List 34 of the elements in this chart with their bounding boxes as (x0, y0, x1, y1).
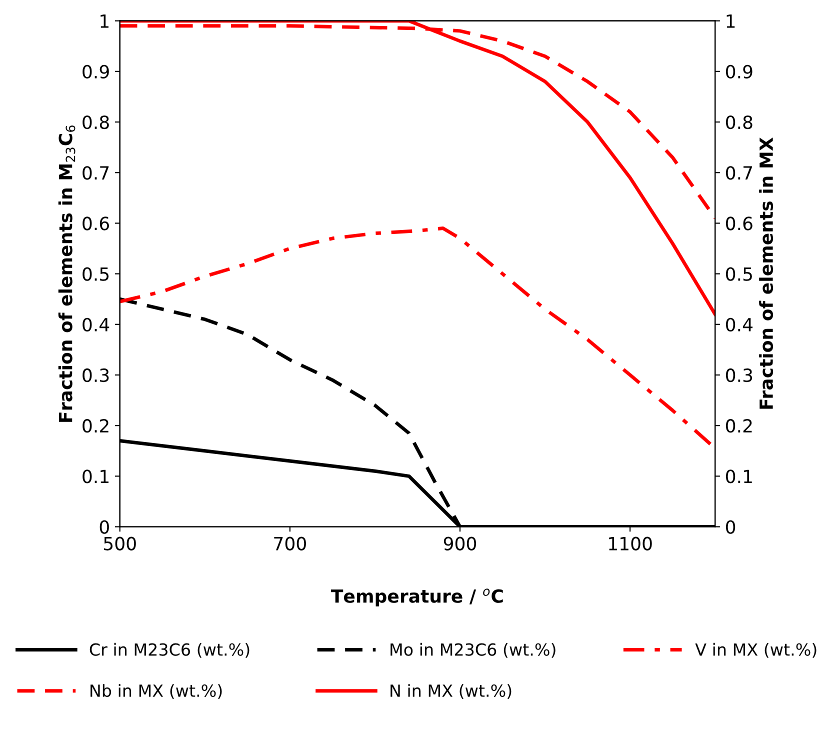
y2-tick-label: 0.4 (726, 318, 753, 332)
legend-label: N in MX (wt.%) (390, 684, 512, 699)
legend-label: Cr in M23C6 (wt.%) (90, 642, 250, 658)
legend-label: Mo in M23C6 (wt.%) (390, 642, 556, 658)
x-tick-label: 1100 (609, 536, 652, 550)
y-axis-title: Fraction of elements in M$_{23}$C$_{6}$ (58, 125, 76, 422)
y-tick-label: 0.1 (82, 470, 108, 484)
x-axis-title: Temperature / $^{o}$C (330, 588, 503, 606)
y2-tick-label: 0.2 (726, 419, 752, 433)
y2-tick-label: 0.1 (726, 470, 752, 484)
y-tick-label: 0 (100, 520, 109, 534)
y2-tick-label: 0 (726, 520, 736, 534)
y2-tick-label: 0.3 (726, 368, 752, 382)
y-tick-label: 0.8 (82, 115, 109, 130)
y-tick-label: 0.6 (82, 216, 110, 230)
y2-tick-label: 0.8 (726, 115, 752, 130)
y-tick-label: 0.5 (82, 267, 109, 281)
y-tick-label: 1 (100, 14, 108, 28)
x-tick-label: 900 (444, 536, 476, 550)
y2-tick-label: 1 (726, 14, 735, 28)
y2-axis-title: Fraction of elements in MX (759, 137, 774, 409)
y2-tick-label: 0.5 (726, 267, 752, 281)
y-tick-label: 0.3 (82, 368, 109, 382)
y-tick-label: 0.2 (82, 419, 108, 433)
legend-label: Nb in MX (wt.%) (90, 684, 222, 699)
y2-tick-label: 0.6 (726, 216, 752, 230)
legend-label: V in MX (wt.%) (695, 642, 816, 658)
y-tick-label: 0.9 (82, 64, 109, 79)
y-tick-label: 0.7 (82, 166, 109, 180)
x-tick-label: 500 (104, 536, 136, 550)
y2-tick-label: 0.7 (726, 166, 752, 180)
y-tick-label: 0.4 (82, 318, 110, 332)
y2-tick-label: 0.9 (726, 64, 752, 79)
x-tick-label: 700 (274, 536, 306, 550)
